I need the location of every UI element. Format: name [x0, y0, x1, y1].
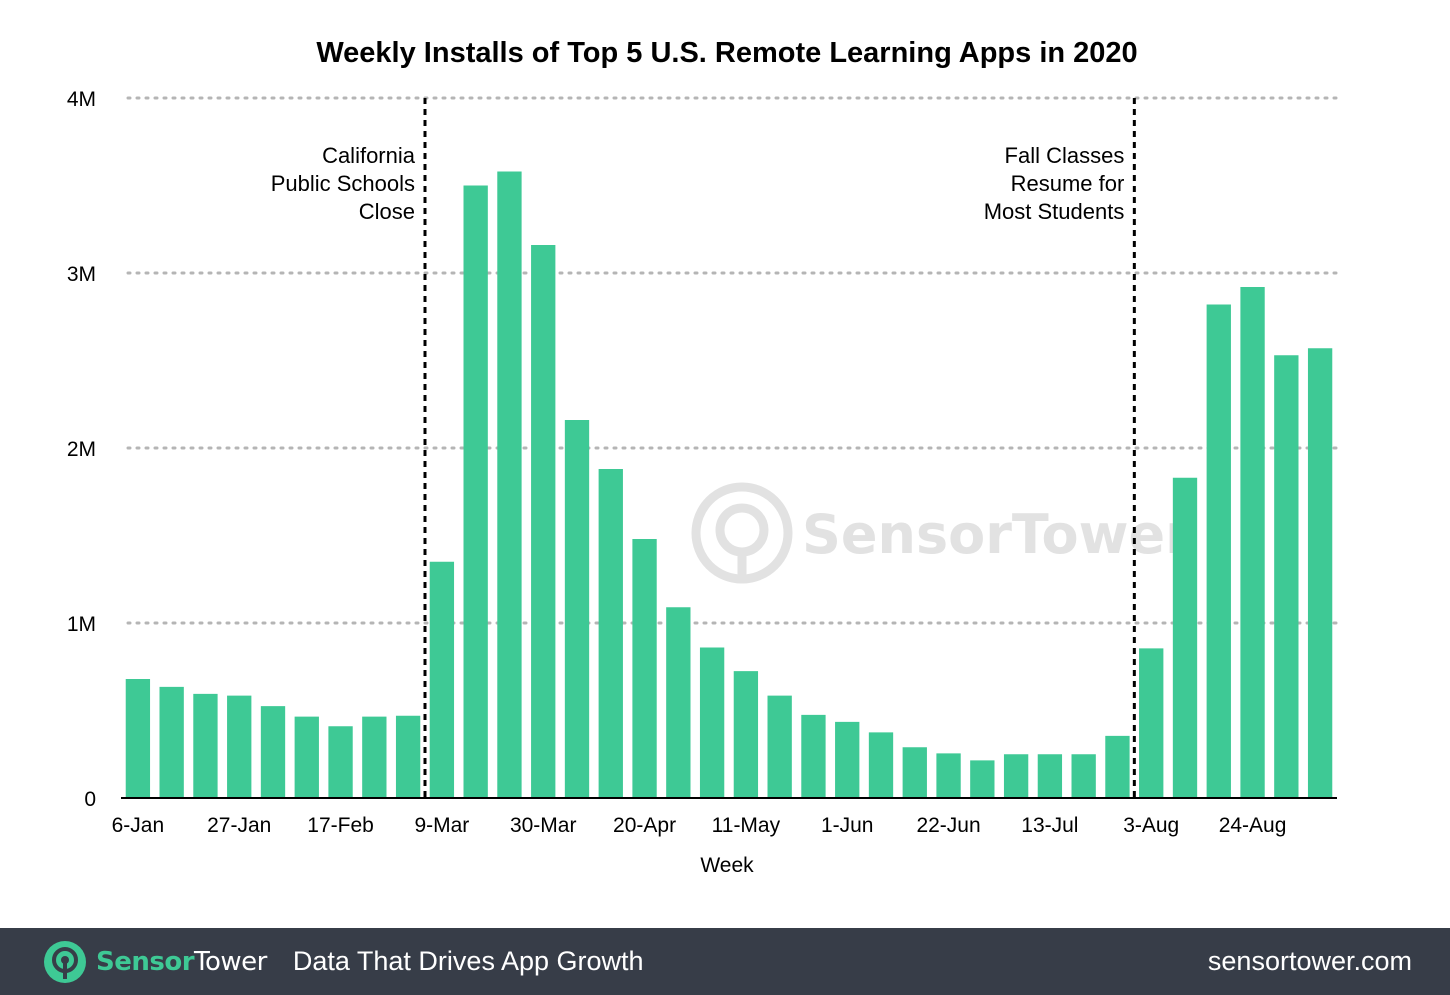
bar-20-apr [632, 539, 657, 798]
y-tick-label: 3M [67, 263, 96, 286]
annotation-text: Public Schools [271, 171, 415, 196]
y-tick-label: 0 [84, 788, 96, 811]
x-tick-label: 6-Jan [112, 814, 165, 837]
footer-brand-part1: Sensor [96, 946, 195, 977]
bar-6-jul [1003, 754, 1029, 798]
annotation-text: California [322, 143, 416, 168]
sensortower-watermark-icon [691, 482, 793, 584]
bar-10-feb [294, 716, 319, 798]
bar-15-jun [902, 747, 927, 798]
bar-16-mar [463, 185, 488, 798]
x-tick-label: 20-Apr [613, 814, 676, 837]
bar-24-aug [1240, 287, 1265, 798]
x-tick-label: 27-Jan [207, 814, 271, 837]
bar-2-mar [395, 715, 421, 798]
x-tick-label: 1-Jun [821, 814, 874, 837]
annotation-text: Most Students [984, 199, 1125, 224]
annotation-text: Close [359, 199, 415, 224]
footer-url-link[interactable]: sensortower.com [1207, 946, 1412, 976]
bar-10-aug [1172, 477, 1198, 798]
bar-13-jan [159, 686, 184, 798]
bar-9-mar [429, 561, 455, 798]
x-tick-label: 30-Mar [510, 814, 577, 837]
bar-4-may [699, 647, 725, 798]
bar-20-jan [193, 693, 218, 798]
bar-7-sep [1307, 348, 1333, 798]
bar-17-aug [1206, 304, 1231, 798]
bar-30-mar [531, 245, 556, 798]
bars [125, 171, 1333, 798]
y-tick-label: 1M [67, 613, 96, 636]
sensortower-logo-icon [44, 940, 86, 983]
bar-24-feb [362, 716, 387, 798]
x-tick-label: 11-May [712, 814, 781, 837]
annotation-text: Resume for [1011, 171, 1125, 196]
bar-31-aug [1274, 355, 1299, 798]
bar-6-jan [125, 679, 151, 798]
bar-17-feb [328, 726, 353, 798]
footer-brand-part2: Tower [194, 946, 267, 977]
x-axis-ticks: 6-Jan 27-Jan 17-Feb 9-Mar 30-Mar 20-Apr 11-May… [112, 814, 1287, 837]
footer-tagline: Data That Drives App Growth [292, 946, 644, 976]
x-tick-label: 13-Jul [1021, 814, 1078, 837]
bar-8-jun [868, 732, 894, 798]
annotation-lines [423, 98, 1136, 798]
bar-13-apr [598, 469, 623, 798]
watermark-text: SensorTower [802, 503, 1192, 566]
x-tick-label: 24-Aug [1219, 814, 1287, 837]
bar-20-jul [1071, 754, 1096, 798]
x-tick-label: 3-Aug [1123, 814, 1179, 837]
bar-3-feb [260, 706, 286, 798]
y-tick-label: 4M [67, 88, 96, 111]
x-tick-label: 17-Feb [307, 814, 374, 837]
y-axis-ticks: 0 1M 2M 3M 4M [67, 88, 96, 811]
bar-13-jul [1037, 754, 1063, 798]
bar-3-aug [1139, 648, 1164, 798]
footer-bar: SensorTower Data That Drives App Growth … [0, 928, 1450, 995]
bar-27-jul [1105, 735, 1130, 798]
annotation-text: Fall Classes [1005, 143, 1125, 168]
bar-chart: Weekly Installs of Top 5 U.S. Remote Lea… [67, 37, 1339, 877]
bar-23-mar [497, 171, 522, 798]
footer-logo[interactable]: SensorTower [42, 939, 267, 985]
chart-container: Weekly Installs of Top 5 U.S. Remote Lea… [67, 37, 1339, 877]
bar-22-jun [936, 753, 961, 798]
bar-11-may [733, 671, 759, 798]
bar-18-may [767, 695, 792, 798]
bar-29-jun [970, 760, 995, 798]
bar-27-apr [666, 607, 691, 798]
watermark: SensorTower [691, 482, 1192, 584]
chart-title: Weekly Installs of Top 5 U.S. Remote Lea… [316, 37, 1137, 69]
x-tick-label: 22-Jun [916, 814, 980, 837]
bar-27-jan [227, 695, 252, 798]
x-axis-title: Week [700, 854, 754, 877]
y-tick-label: 2M [67, 438, 96, 461]
x-tick-label: 9-Mar [414, 814, 469, 837]
bar-6-apr [564, 420, 590, 798]
annotations: California Public Schools Close Fall Classe… [271, 143, 1125, 224]
footer-brand: SensorTower [96, 947, 267, 977]
bar-25-may [801, 714, 826, 798]
bar-1-jun [835, 721, 860, 798]
